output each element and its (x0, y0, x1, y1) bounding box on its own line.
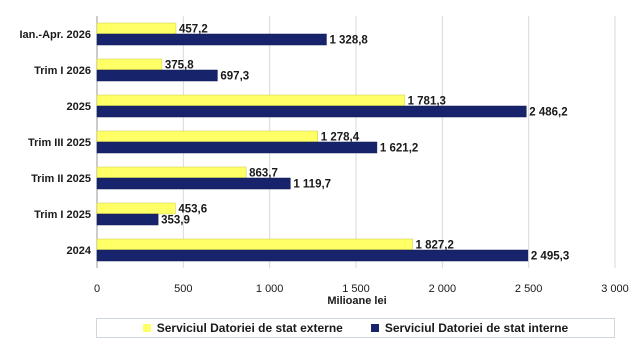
value-label-externe: 1 278,4 (321, 132, 360, 144)
value-label-externe: 375,8 (165, 60, 194, 72)
bars (96, 22, 529, 262)
bar-externe (96, 130, 318, 143)
legend-item-interne: Serviciul Datoriei de stat interne (370, 321, 569, 335)
value-label-externe: 453,6 (178, 204, 207, 216)
bar-externe (96, 22, 177, 35)
bar-externe (96, 238, 413, 251)
legend-swatch-interne (370, 324, 379, 332)
category-label: Trim I 2026 (34, 65, 91, 77)
value-label-interne: 1 119,7 (293, 179, 331, 191)
value-label-interne: 697,3 (220, 71, 249, 83)
x-tick-label: 500 (174, 283, 192, 295)
legend-item-externe: Serviciul Datoriei de stat externe (142, 321, 343, 335)
bar-externe (96, 94, 405, 107)
value-label-interne: 1 328,8 (329, 35, 368, 47)
category-label: Trim I 2025 (34, 209, 91, 221)
category-label: 2025 (67, 101, 91, 113)
value-label-externe: 863,7 (249, 168, 278, 180)
x-tick-labels: 0 500 1 000 1 500 2 000 2 500 3 000 (94, 283, 629, 295)
bar-externe (96, 166, 247, 179)
x-tick-label: 2 000 (429, 283, 457, 295)
legend-label-interne: Serviciul Datoriei de stat interne (384, 321, 569, 335)
x-tick-label: 2 500 (515, 283, 543, 295)
bar-externe (96, 202, 176, 215)
value-label-interne: 353,9 (161, 215, 190, 227)
category-label: Ian.-Apr. 2026 (19, 29, 91, 41)
x-tick-label: 1 500 (342, 283, 370, 295)
legend: Serviciul Datoriei de stat externe Servi… (96, 318, 615, 338)
value-label-interne: 2 486,2 (529, 107, 567, 119)
value-label-interne: 1 621,2 (380, 143, 418, 155)
value-label-externe: 1 827,2 (415, 240, 453, 252)
legend-label-externe: Serviciul Datoriei de stat externe (156, 321, 343, 335)
value-labels: 457,2 1 328,8 375,8 697,3 1 781,3 2 486,2 1 27… (161, 24, 569, 263)
bar-interne (96, 141, 378, 154)
bar-interne (96, 249, 529, 262)
bar-interne (96, 33, 327, 46)
bar-externe (96, 58, 163, 71)
category-labels: Ian.-Apr. 2026 Trim I 2026 2025 Trim III 20… (19, 29, 91, 257)
bar-interne (96, 69, 218, 82)
bar-interne (96, 105, 527, 118)
x-axis-label: Milioane lei (327, 295, 386, 307)
value-label-externe: 457,2 (179, 24, 208, 36)
category-label: 2024 (67, 245, 92, 257)
value-label-interne: 2 495,3 (531, 251, 569, 263)
category-label: Trim III 2025 (28, 137, 91, 149)
legend-swatch-externe (142, 324, 151, 332)
category-label: Trim II 2025 (31, 173, 91, 185)
x-tick-label: 3 000 (601, 283, 629, 295)
x-tick-label: 1 000 (256, 283, 284, 295)
x-tick-label: 0 (94, 283, 100, 295)
value-label-externe: 1 781,3 (408, 96, 446, 108)
bar-interne (96, 213, 159, 226)
bar-interne (96, 177, 291, 190)
